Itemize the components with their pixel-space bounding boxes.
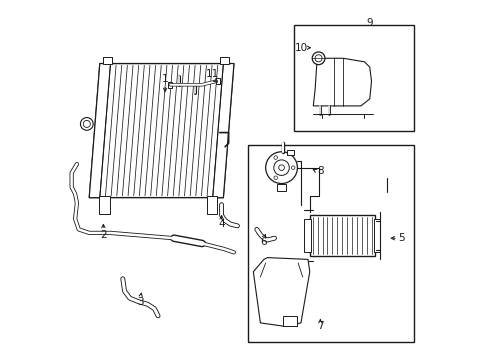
Bar — [304, 219, 310, 252]
Polygon shape — [89, 64, 110, 198]
Text: 2: 2 — [100, 230, 106, 240]
Text: 1: 1 — [162, 75, 168, 85]
Text: 6: 6 — [260, 237, 266, 247]
Circle shape — [273, 176, 277, 180]
Circle shape — [312, 52, 324, 65]
Circle shape — [291, 166, 294, 170]
Polygon shape — [253, 258, 309, 327]
Polygon shape — [89, 64, 233, 198]
Bar — [167, 82, 172, 87]
Text: 7: 7 — [316, 321, 323, 332]
Circle shape — [273, 156, 277, 159]
Bar — [277, 184, 285, 190]
Text: 11: 11 — [206, 69, 219, 79]
Bar — [219, 57, 228, 64]
Circle shape — [81, 118, 93, 130]
Bar — [293, 25, 413, 131]
Circle shape — [314, 55, 322, 62]
Text: 10: 10 — [294, 43, 307, 53]
Bar — [247, 145, 413, 342]
Circle shape — [265, 152, 297, 184]
Text: 3: 3 — [137, 297, 143, 307]
Bar — [309, 215, 374, 256]
Circle shape — [83, 120, 90, 127]
Bar — [283, 316, 297, 327]
Text: 9: 9 — [366, 18, 372, 28]
Bar — [286, 150, 293, 155]
Circle shape — [278, 165, 284, 171]
Bar — [99, 196, 109, 213]
Polygon shape — [212, 64, 233, 198]
Text: 5: 5 — [397, 233, 404, 243]
Bar — [215, 78, 219, 84]
Circle shape — [273, 160, 289, 175]
Polygon shape — [313, 58, 371, 106]
Text: 4: 4 — [218, 219, 224, 229]
Bar — [206, 196, 217, 213]
Text: 8: 8 — [316, 166, 323, 176]
Bar — [103, 57, 112, 64]
Bar — [373, 219, 380, 252]
